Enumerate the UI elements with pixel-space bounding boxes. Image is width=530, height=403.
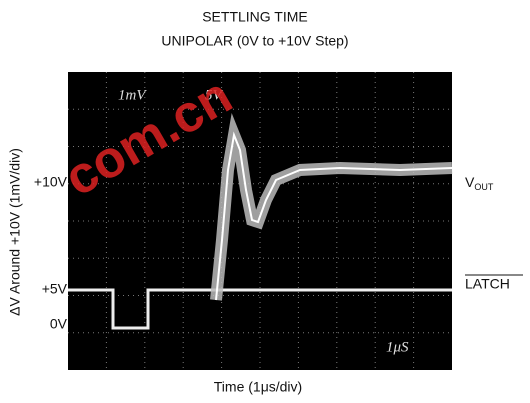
level-label: +5V — [42, 281, 68, 297]
latch-label: LATCH — [465, 276, 510, 292]
subtitle: UNIPOLAR (0V to +10V Step) — [161, 33, 348, 49]
vout-subscript: OUT — [474, 182, 494, 192]
latch-trace — [68, 288, 452, 330]
ch1-scale: 1mV — [118, 87, 147, 103]
y-axis-label: ΔV Around +10V (1mV/div) — [7, 148, 23, 316]
title: SETTLING TIME — [202, 9, 308, 25]
level-label: 0V — [50, 316, 68, 332]
vout-label: VOUT — [465, 174, 494, 193]
vout-name: V — [465, 174, 475, 190]
grid — [68, 72, 452, 370]
ch2-scale: 5V — [205, 87, 224, 103]
vout-trace-core — [215, 131, 453, 301]
time-scale: 1μS — [386, 339, 409, 355]
level-label: +10V — [34, 174, 68, 190]
x-axis-label: Time (1μs/div) — [214, 379, 302, 395]
